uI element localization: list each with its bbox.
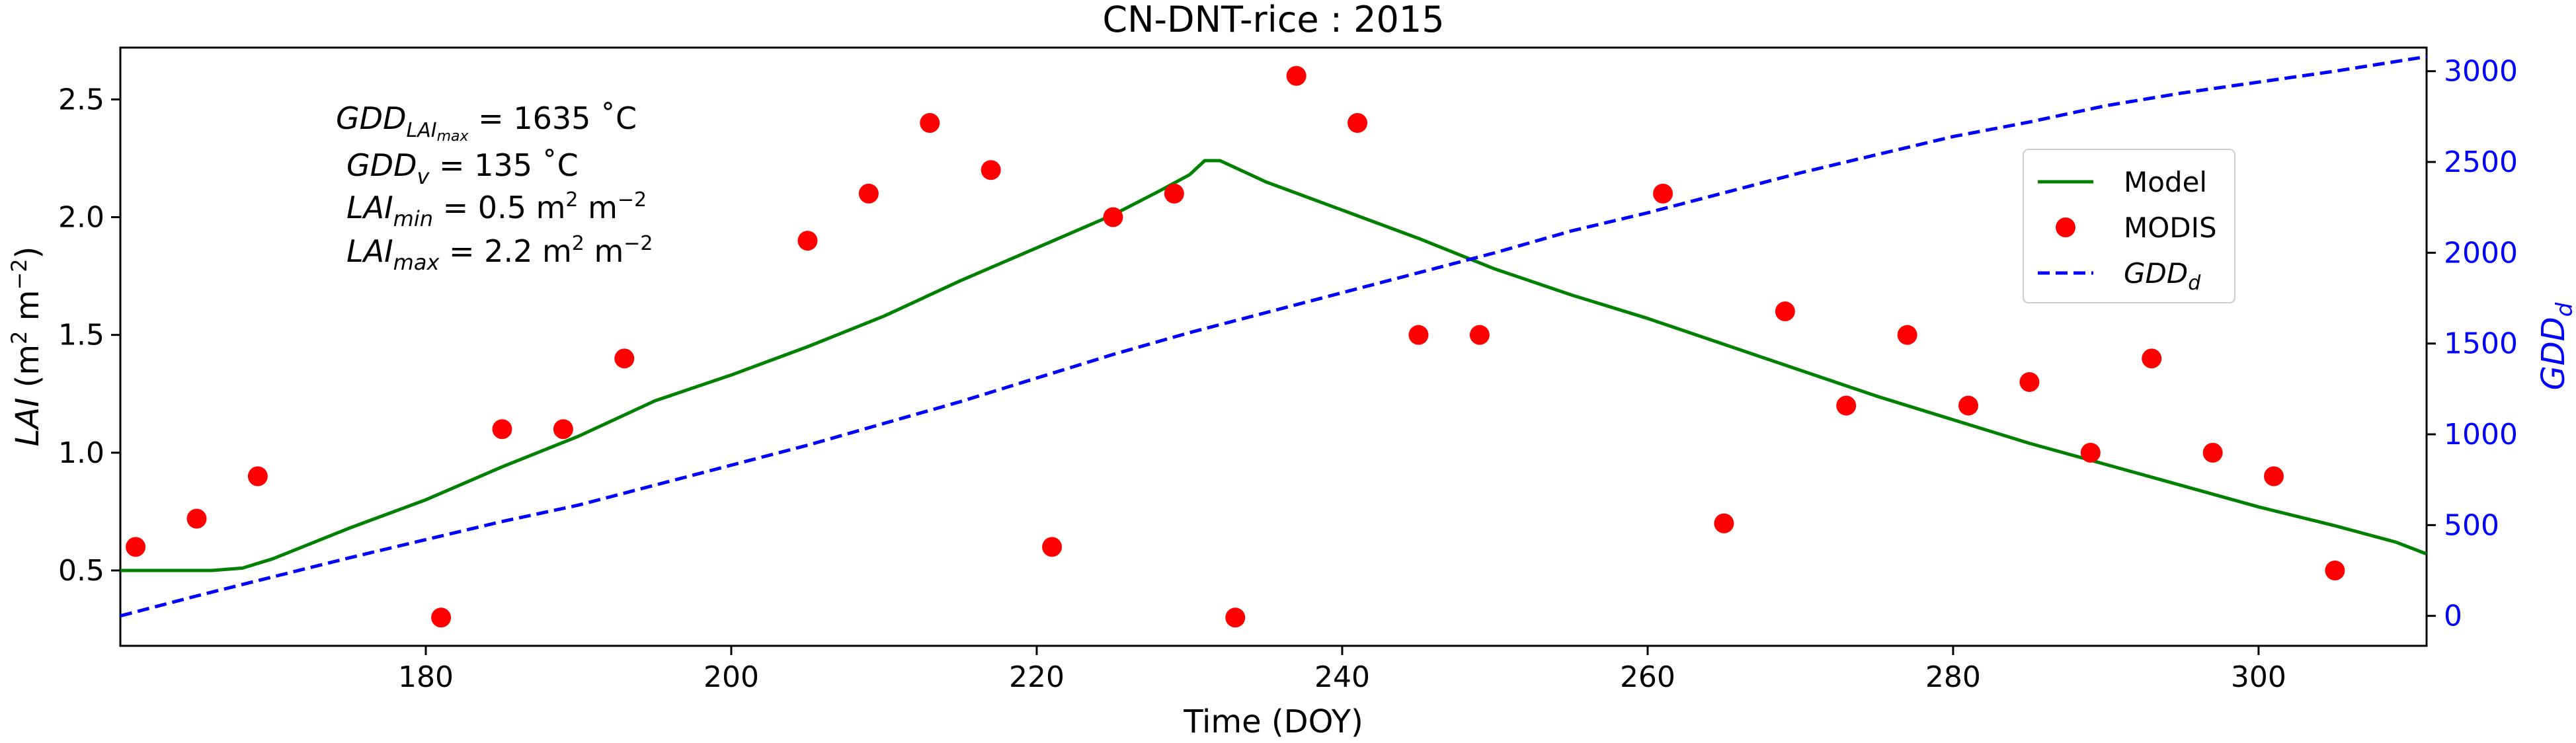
annotation-gdd-laimax: GDDLAImax = 1635 ˚C [336, 100, 637, 145]
legend-modis-label: MODIS [2124, 212, 2217, 244]
modis-point [126, 537, 146, 557]
legend-model-label: Model [2124, 166, 2207, 198]
y-tick-label: 1.0 [58, 436, 104, 470]
y2-axis-ticks: 0 500 1000 1500 2000 2500 3000 [2427, 55, 2518, 633]
annotation-lai-min: LAImin = 0.5 m2 m−2 [346, 188, 647, 231]
modis-point [1042, 537, 1063, 557]
y2-tick-label: 0 [2444, 600, 2462, 633]
annotation-gdd-v: GDDv = 135 ˚C [346, 147, 579, 189]
modis-point [614, 348, 635, 369]
gdd-line [120, 55, 2427, 618]
modis-point [553, 419, 573, 440]
model-line [120, 159, 2427, 572]
y-tick-label: 0.5 [58, 554, 104, 588]
chart-title: CN-DNT-rice : 2015 [1102, 0, 1444, 40]
x-tick-label: 240 [1314, 660, 1370, 694]
x-tick-label: 260 [1620, 660, 1675, 694]
modis-point [1775, 301, 1795, 322]
y2-tick-label: 3000 [2444, 55, 2518, 89]
legend-gdd-label: GDDd [2124, 257, 2201, 295]
modis-point [431, 607, 452, 628]
modis-point [920, 113, 940, 134]
parameter-annotations: GDDLAImax = 1635 ˚C GDDv = 135 ˚C LAImin… [336, 100, 653, 275]
modis-point [2142, 348, 2162, 369]
y-axis-ticks: 0.5 1.0 1.5 2.0 2.5 [58, 83, 120, 588]
annotation-lai-max: LAImax = 2.2 m2 m−2 [346, 232, 653, 275]
modis-point [1103, 207, 1123, 227]
modis-point [1408, 325, 1429, 345]
series-model [120, 159, 2427, 572]
modis-point [2202, 442, 2223, 463]
y2-tick-label: 1500 [2444, 327, 2518, 361]
modis-point [2325, 560, 2345, 580]
modis-point [858, 183, 879, 204]
x-axis-title: Time (DOY) [1183, 703, 1363, 740]
x-tick-label: 180 [398, 660, 454, 694]
modis-point [1958, 395, 1979, 416]
modis-point [2264, 466, 2284, 487]
x-axis-ticks: 180 200 220 240 260 280 300 [398, 646, 2286, 694]
legend: Model MODIS GDDd [2023, 149, 2235, 303]
series-modis [126, 65, 2345, 628]
modis-point [2080, 442, 2101, 463]
modis-point [1469, 325, 1490, 345]
modis-point [981, 160, 1001, 180]
modis-point [1286, 65, 1307, 86]
y-axis-title: LAI (m2 m−2) [7, 247, 46, 447]
x-tick-label: 300 [2231, 660, 2286, 694]
modis-point [186, 508, 207, 529]
x-tick-label: 280 [1925, 660, 1981, 694]
plot-frame [119, 46, 2428, 647]
modis-point [2019, 372, 2040, 392]
y2-tick-label: 2000 [2444, 236, 2518, 270]
y-tick-label: 2.0 [58, 201, 104, 235]
modis-point [797, 231, 818, 251]
modis-point [1897, 325, 1917, 345]
legend-modis-swatch [2056, 217, 2075, 237]
y2-axis-title: GDDd [2535, 302, 2576, 390]
y-tick-label: 1.5 [58, 319, 104, 352]
modis-point [1714, 513, 1734, 533]
modis-point [247, 466, 268, 487]
modis-point [492, 419, 512, 440]
modis-point [1348, 113, 1368, 134]
y2-tick-label: 2500 [2444, 145, 2518, 179]
legend-frame [2023, 149, 2235, 303]
modis-point [1225, 607, 1246, 628]
x-tick-label: 200 [704, 660, 759, 694]
series-gdd [120, 55, 2427, 618]
y2-tick-label: 500 [2444, 508, 2499, 542]
x-tick-label: 220 [1009, 660, 1065, 694]
y-tick-label: 2.5 [58, 83, 104, 116]
modis-point [1164, 183, 1184, 204]
modis-point [1653, 183, 1673, 204]
modis-point [1836, 395, 1857, 416]
y2-tick-label: 1000 [2444, 418, 2518, 451]
